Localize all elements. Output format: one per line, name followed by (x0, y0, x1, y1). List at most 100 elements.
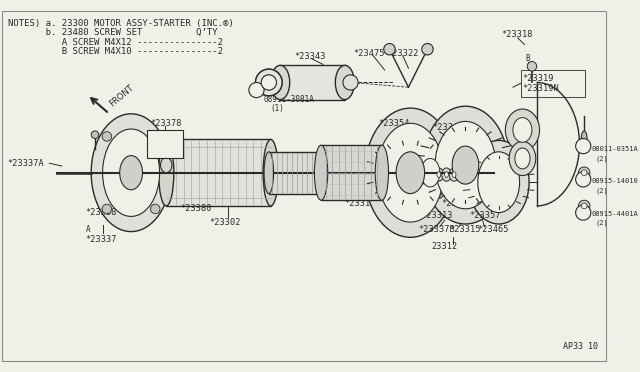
Ellipse shape (102, 132, 111, 141)
Text: *23311: *23311 (442, 199, 473, 208)
Text: 23312: 23312 (431, 242, 458, 251)
Text: (2): (2) (596, 155, 609, 162)
Text: (1): (1) (271, 104, 285, 113)
Ellipse shape (434, 168, 444, 181)
Bar (147, 130, 183, 158)
Ellipse shape (335, 65, 355, 100)
Ellipse shape (150, 132, 160, 141)
Text: *23313: *23313 (422, 211, 453, 220)
Text: *23380: *23380 (180, 204, 212, 213)
Text: AP33 10: AP33 10 (563, 342, 598, 351)
Text: (2): (2) (596, 187, 609, 194)
Ellipse shape (527, 61, 537, 71)
Ellipse shape (422, 106, 508, 224)
Ellipse shape (509, 141, 536, 176)
Ellipse shape (575, 138, 591, 154)
Ellipse shape (396, 152, 424, 193)
Ellipse shape (449, 168, 459, 181)
Ellipse shape (412, 146, 449, 199)
Ellipse shape (343, 75, 358, 90)
Ellipse shape (515, 148, 530, 169)
Ellipse shape (422, 44, 433, 55)
Bar (269, 152, 321, 193)
Text: B: B (526, 54, 531, 63)
Text: A SCREW M4X12 ---------------2: A SCREW M4X12 ---------------2 (8, 38, 223, 47)
Text: B: B (581, 143, 586, 149)
Ellipse shape (365, 108, 456, 237)
Ellipse shape (102, 204, 111, 214)
Text: *23378: *23378 (150, 119, 182, 128)
Ellipse shape (581, 170, 587, 176)
Ellipse shape (255, 69, 282, 96)
Text: 08011-0351A: 08011-0351A (592, 146, 639, 152)
Text: *23343: *23343 (294, 52, 326, 61)
Ellipse shape (575, 205, 591, 220)
Text: *23338: *23338 (86, 208, 117, 217)
Bar (520, 70, 585, 97)
Ellipse shape (161, 157, 172, 173)
Ellipse shape (261, 75, 276, 90)
Text: 08915-14010: 08915-14010 (592, 178, 639, 184)
Ellipse shape (445, 172, 449, 177)
Ellipse shape (249, 83, 264, 98)
Text: *23357: *23357 (469, 211, 500, 220)
Text: *23319: *23319 (522, 74, 554, 83)
Text: *23322: *23322 (388, 48, 419, 58)
Ellipse shape (150, 204, 160, 214)
Text: *23337A: *23337A (8, 159, 44, 168)
Text: *23346: *23346 (432, 123, 464, 132)
Text: FRONT: FRONT (108, 83, 135, 108)
Text: NOTES) a. 23300 MOTOR ASSY-STARTER (INC.®): NOTES) a. 23300 MOTOR ASSY-STARTER (INC.… (8, 19, 234, 28)
Ellipse shape (384, 44, 395, 55)
Text: N: N (580, 176, 586, 182)
Ellipse shape (255, 69, 282, 96)
Text: *23465: *23465 (477, 225, 508, 234)
Ellipse shape (159, 140, 174, 206)
Ellipse shape (513, 118, 532, 142)
Text: *23333: *23333 (152, 133, 184, 142)
Text: *23337B: *23337B (418, 225, 454, 234)
Text: *23315: *23315 (449, 225, 481, 234)
Text: *23354: *23354 (378, 119, 410, 128)
Ellipse shape (435, 121, 496, 209)
Ellipse shape (91, 114, 171, 232)
Ellipse shape (452, 172, 456, 177)
Ellipse shape (442, 168, 451, 181)
Text: *23475: *23475 (353, 48, 385, 58)
Ellipse shape (120, 155, 143, 190)
Ellipse shape (575, 172, 591, 187)
Ellipse shape (506, 109, 540, 151)
Text: B SCREW M4X10 ---------------2: B SCREW M4X10 ---------------2 (8, 47, 223, 56)
Ellipse shape (375, 145, 388, 200)
Text: *23379: *23379 (145, 145, 176, 154)
Bar (321, 145, 383, 200)
Ellipse shape (314, 145, 328, 200)
Text: b. 23480 SCREW SET          Q’TY: b. 23480 SCREW SET Q’TY (8, 28, 217, 37)
Ellipse shape (91, 131, 99, 138)
Text: *23302: *23302 (209, 218, 241, 227)
Ellipse shape (581, 203, 587, 209)
Ellipse shape (264, 152, 273, 193)
Text: *23337: *23337 (86, 235, 117, 244)
Ellipse shape (377, 123, 444, 222)
Ellipse shape (452, 146, 479, 184)
Text: 08911-3081A: 08911-3081A (263, 95, 314, 104)
Ellipse shape (579, 200, 590, 212)
Ellipse shape (102, 129, 159, 217)
Ellipse shape (579, 167, 590, 179)
Ellipse shape (437, 172, 441, 177)
Ellipse shape (316, 152, 325, 193)
Ellipse shape (468, 140, 529, 224)
Ellipse shape (271, 65, 290, 100)
Text: N: N (580, 209, 586, 216)
Text: N: N (254, 87, 259, 93)
Bar (166, 140, 271, 206)
Text: A: A (86, 225, 90, 234)
Text: (2): (2) (596, 220, 609, 226)
Ellipse shape (581, 131, 587, 146)
Ellipse shape (421, 158, 440, 187)
Ellipse shape (478, 152, 520, 212)
Text: *23318: *23318 (502, 31, 533, 39)
Ellipse shape (261, 75, 276, 90)
Text: *23319N: *23319N (522, 84, 559, 93)
